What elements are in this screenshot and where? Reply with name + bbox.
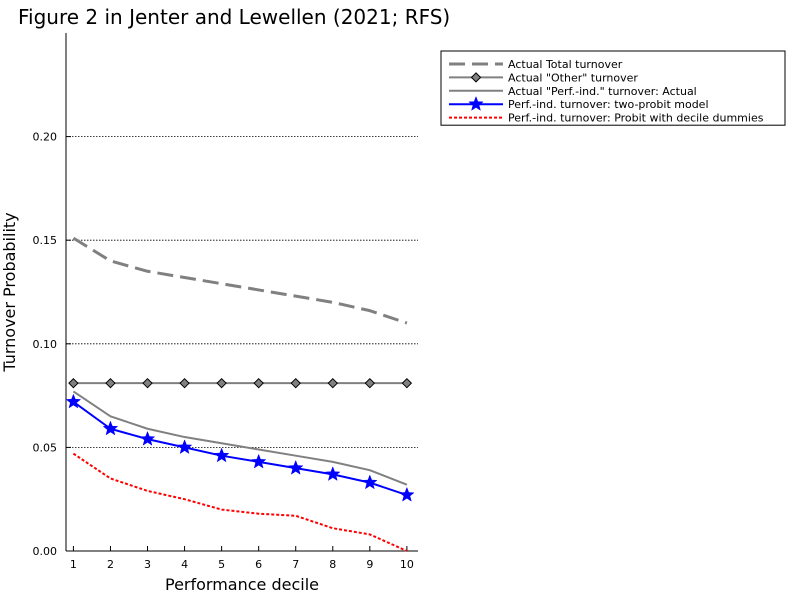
data-point bbox=[364, 377, 376, 389]
data-point bbox=[65, 393, 82, 409]
legend-label: Actual "Perf.-ind." turnover: Actual bbox=[508, 85, 697, 98]
x-tick-label: 10 bbox=[400, 558, 414, 571]
data-point bbox=[216, 377, 227, 389]
y-tick-label: 0.10 bbox=[33, 338, 58, 351]
series-line bbox=[72, 452, 408, 552]
data-point bbox=[142, 377, 153, 389]
y-tick-label: 0.05 bbox=[33, 441, 58, 454]
x-axis-label: Performance decile bbox=[165, 575, 319, 594]
x-tick-label: 6 bbox=[255, 558, 262, 571]
series-perf-ind-turnover-two-probit-model bbox=[65, 393, 415, 502]
chart-title: Figure 2 in Jenter and Lewellen (2021; R… bbox=[18, 5, 450, 29]
legend-item: Actual "Other" turnover bbox=[449, 71, 638, 84]
data-point bbox=[105, 377, 116, 389]
x-tick-label: 1 bbox=[70, 558, 77, 571]
data-point bbox=[253, 377, 264, 389]
series-line bbox=[72, 236, 408, 325]
x-tick-label: 7 bbox=[292, 558, 299, 571]
legend-label: Actual Total turnover bbox=[508, 58, 623, 71]
series-perf-ind-turnover-probit-with-decile-dummies bbox=[72, 452, 408, 552]
x-tick-label: 5 bbox=[218, 558, 225, 571]
data-point bbox=[362, 474, 378, 490]
legend-item: Actual "Perf.-ind." turnover: Actual bbox=[449, 85, 697, 98]
legend-item: Perf.-ind. turnover: Probit with decile … bbox=[449, 112, 764, 125]
x-tick-label: 4 bbox=[181, 558, 188, 571]
x-tick-label: 9 bbox=[366, 558, 373, 571]
series-actual-total-turnover bbox=[72, 236, 408, 325]
legend-item: Actual Total turnover bbox=[449, 58, 623, 71]
data-point bbox=[139, 430, 156, 446]
x-tick-label: 2 bbox=[107, 558, 114, 571]
axes: 0.00 0.05 0.10 0.15 0.20 1 2 3 4 5 6 7 8 9 10 bbox=[33, 33, 418, 571]
legend-item: Perf.-ind. turnover: two-probit model bbox=[449, 96, 709, 111]
gridlines bbox=[66, 136, 418, 448]
x-tick-label: 3 bbox=[144, 558, 151, 571]
series-line bbox=[72, 401, 408, 497]
y-tick-label: 0.15 bbox=[33, 234, 58, 247]
data-point bbox=[68, 377, 79, 389]
legend-label: Perf.-ind. turnover: Probit with decile … bbox=[508, 112, 764, 125]
legend-label: Perf.-ind. turnover: two-probit model bbox=[508, 98, 709, 111]
data-point bbox=[290, 377, 301, 389]
series-layer bbox=[65, 236, 415, 552]
data-point bbox=[250, 453, 267, 469]
data-point bbox=[287, 459, 304, 475]
data-point bbox=[324, 466, 341, 481]
legend-marker bbox=[470, 72, 482, 83]
data-point bbox=[213, 447, 230, 463]
y-tick-label: 0.20 bbox=[33, 131, 58, 144]
legend-marker bbox=[468, 96, 484, 111]
x-tick-label: 8 bbox=[329, 558, 336, 571]
y-tick-label: 0.00 bbox=[33, 545, 58, 558]
y-axis-label: Turnover Probability bbox=[0, 212, 19, 372]
series-actual-other-turnover bbox=[68, 377, 413, 389]
legend-label: Actual "Other" turnover bbox=[508, 71, 638, 84]
data-point bbox=[176, 439, 193, 455]
series-actual-perf-ind-turnover-actual bbox=[72, 390, 408, 486]
data-point bbox=[399, 486, 415, 502]
data-point bbox=[102, 420, 119, 436]
data-point bbox=[179, 377, 190, 389]
data-point bbox=[401, 377, 413, 389]
data-point bbox=[327, 377, 338, 389]
series-line bbox=[72, 390, 408, 486]
